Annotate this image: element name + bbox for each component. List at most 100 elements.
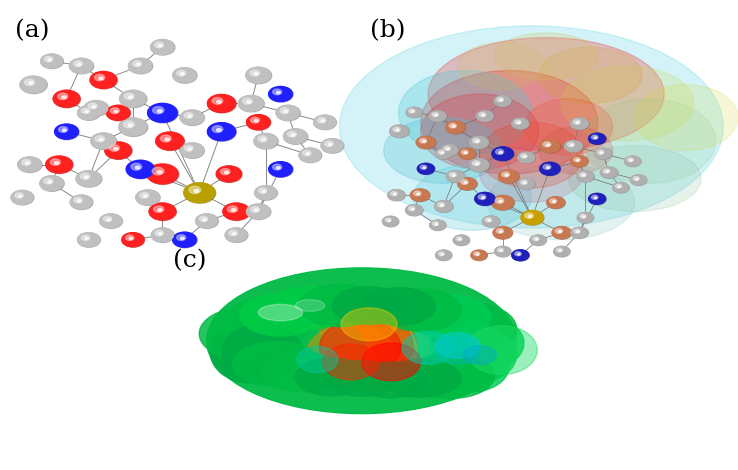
- Circle shape: [576, 171, 594, 182]
- Circle shape: [630, 175, 646, 185]
- Circle shape: [250, 70, 260, 76]
- Circle shape: [475, 163, 479, 165]
- Circle shape: [458, 148, 476, 159]
- Circle shape: [432, 112, 438, 117]
- Circle shape: [58, 93, 68, 100]
- Circle shape: [441, 145, 458, 156]
- Ellipse shape: [332, 287, 406, 324]
- Circle shape: [77, 106, 100, 120]
- Circle shape: [482, 216, 500, 227]
- Circle shape: [243, 98, 252, 104]
- Circle shape: [453, 235, 469, 245]
- Ellipse shape: [463, 345, 496, 364]
- Circle shape: [495, 198, 504, 204]
- Circle shape: [246, 67, 271, 83]
- Circle shape: [494, 96, 511, 107]
- Circle shape: [151, 39, 174, 55]
- Circle shape: [517, 253, 520, 255]
- Circle shape: [299, 148, 322, 163]
- Circle shape: [136, 166, 140, 169]
- Ellipse shape: [221, 324, 303, 381]
- Circle shape: [188, 115, 192, 118]
- Circle shape: [114, 148, 118, 150]
- Ellipse shape: [295, 300, 325, 311]
- Ellipse shape: [325, 360, 399, 396]
- Circle shape: [314, 115, 337, 130]
- Circle shape: [126, 160, 154, 178]
- Circle shape: [258, 188, 267, 194]
- Ellipse shape: [421, 70, 598, 174]
- Circle shape: [594, 148, 612, 159]
- Circle shape: [471, 250, 487, 260]
- Circle shape: [203, 219, 207, 221]
- Circle shape: [570, 118, 589, 130]
- Ellipse shape: [428, 38, 664, 150]
- Circle shape: [555, 228, 562, 233]
- Circle shape: [479, 112, 486, 117]
- Circle shape: [11, 190, 34, 205]
- Circle shape: [250, 117, 260, 123]
- Circle shape: [80, 173, 90, 180]
- Circle shape: [597, 150, 604, 154]
- Circle shape: [232, 233, 236, 235]
- Circle shape: [69, 58, 93, 73]
- Circle shape: [540, 140, 561, 153]
- Circle shape: [165, 138, 170, 141]
- Circle shape: [546, 166, 550, 169]
- Circle shape: [55, 124, 78, 139]
- Circle shape: [405, 204, 423, 216]
- Circle shape: [46, 156, 73, 173]
- Circle shape: [11, 190, 33, 204]
- Circle shape: [576, 231, 579, 233]
- Ellipse shape: [380, 360, 461, 397]
- Circle shape: [321, 120, 325, 122]
- Circle shape: [410, 189, 430, 201]
- Ellipse shape: [635, 85, 738, 150]
- Circle shape: [576, 122, 579, 124]
- Circle shape: [41, 54, 63, 69]
- Circle shape: [189, 186, 201, 194]
- Circle shape: [449, 123, 456, 128]
- Circle shape: [476, 253, 479, 255]
- Circle shape: [588, 193, 606, 204]
- Circle shape: [119, 118, 148, 136]
- Circle shape: [456, 237, 462, 241]
- Circle shape: [207, 123, 236, 141]
- Circle shape: [476, 141, 479, 142]
- Circle shape: [119, 118, 147, 136]
- Circle shape: [255, 209, 258, 212]
- Circle shape: [128, 58, 153, 74]
- Circle shape: [469, 158, 489, 172]
- Circle shape: [181, 73, 184, 75]
- Ellipse shape: [207, 268, 517, 414]
- Circle shape: [478, 195, 486, 199]
- Ellipse shape: [413, 164, 531, 230]
- Circle shape: [40, 176, 63, 191]
- Circle shape: [409, 109, 415, 113]
- Circle shape: [246, 67, 272, 84]
- Ellipse shape: [384, 118, 502, 183]
- Ellipse shape: [351, 301, 476, 385]
- Circle shape: [180, 110, 204, 125]
- Circle shape: [15, 193, 24, 198]
- Circle shape: [77, 63, 81, 66]
- Circle shape: [76, 171, 101, 187]
- Circle shape: [589, 133, 606, 144]
- Circle shape: [475, 193, 496, 206]
- Circle shape: [568, 142, 574, 147]
- Circle shape: [573, 120, 580, 124]
- Circle shape: [246, 204, 270, 219]
- Circle shape: [156, 132, 184, 150]
- Circle shape: [464, 182, 467, 184]
- Circle shape: [514, 251, 521, 256]
- Circle shape: [77, 233, 100, 247]
- Circle shape: [246, 101, 251, 103]
- Circle shape: [382, 216, 399, 227]
- Circle shape: [430, 111, 446, 122]
- Circle shape: [472, 138, 480, 143]
- Circle shape: [55, 162, 59, 164]
- Circle shape: [196, 214, 218, 228]
- Circle shape: [498, 170, 519, 183]
- Circle shape: [570, 156, 588, 167]
- Circle shape: [600, 167, 618, 178]
